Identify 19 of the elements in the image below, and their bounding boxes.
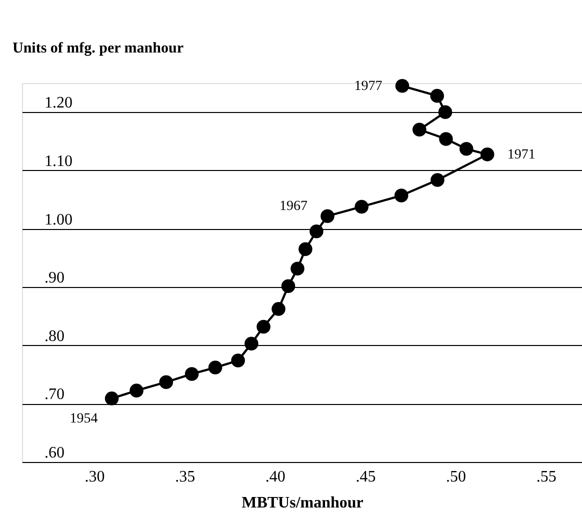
annotation: 1971 [507, 147, 536, 162]
x-tick-label: .50 [446, 468, 466, 486]
y-tick-label: .80 [44, 328, 64, 345]
y-tick-label: .90 [44, 270, 64, 287]
y-axis-title: Units of mfg. per manhour [12, 40, 184, 56]
x-axis-title: MBTUs/manhour [242, 494, 364, 512]
x-tick-label: .55 [536, 468, 556, 486]
x-tick-label: .45 [356, 468, 376, 486]
y-tick-label: 1.10 [44, 152, 72, 170]
annotation: 1977 [354, 78, 382, 94]
x-tick-label: .40 [265, 468, 286, 486]
annotation: 1967 [279, 199, 308, 214]
annotation: 1954 [70, 411, 98, 426]
x-tick-label: .30 [84, 468, 105, 486]
y-tick-label: 1.20 [44, 94, 72, 112]
y-tick-label: .60 [44, 444, 64, 462]
x-tick-label: .35 [175, 468, 196, 486]
y-tick-label: 1.00 [44, 211, 72, 228]
y-tick-label: .70 [44, 386, 64, 404]
